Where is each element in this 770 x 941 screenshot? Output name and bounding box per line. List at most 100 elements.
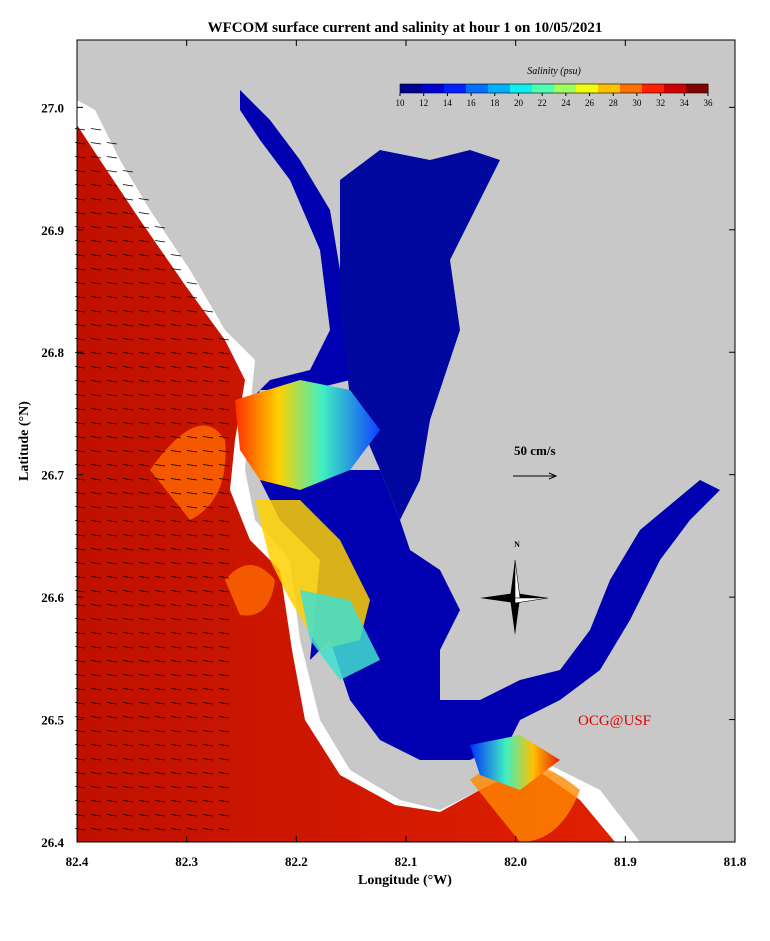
vector xyxy=(122,814,134,817)
vector xyxy=(154,674,166,677)
vector xyxy=(186,772,198,775)
vector xyxy=(90,660,102,663)
vector xyxy=(106,226,118,229)
vector xyxy=(122,646,134,649)
vector xyxy=(202,422,214,425)
vector xyxy=(138,422,150,425)
vector xyxy=(202,492,214,495)
vector xyxy=(170,814,182,817)
vector xyxy=(138,814,150,817)
vector xyxy=(170,562,182,565)
vector xyxy=(138,408,150,411)
vector xyxy=(122,800,134,803)
vector xyxy=(186,394,198,397)
vector xyxy=(170,828,182,831)
vector xyxy=(122,268,134,271)
vector xyxy=(154,394,166,397)
x-tick-label: 81.8 xyxy=(724,854,747,869)
vector xyxy=(122,506,134,509)
y-tick-label: 26.7 xyxy=(41,468,64,483)
vector xyxy=(186,310,198,313)
vector xyxy=(90,758,102,761)
vector xyxy=(90,632,102,635)
colorbar-swatch xyxy=(532,84,555,93)
vector xyxy=(138,716,150,719)
pass-salinity xyxy=(235,380,380,490)
vector xyxy=(122,338,134,341)
vector xyxy=(202,674,214,677)
vector xyxy=(138,744,150,747)
vector xyxy=(106,590,118,593)
vector xyxy=(186,492,198,495)
vector xyxy=(170,716,182,719)
colorbar-swatch xyxy=(400,84,423,93)
vector xyxy=(202,380,214,383)
vector xyxy=(186,282,198,285)
vector xyxy=(170,254,182,257)
vector xyxy=(122,618,134,621)
vector xyxy=(138,646,150,649)
vector xyxy=(170,646,182,649)
vector xyxy=(122,184,134,187)
vector xyxy=(122,324,134,327)
x-tick-label: 81.9 xyxy=(614,854,637,869)
vector xyxy=(106,324,118,327)
vector xyxy=(122,478,134,481)
vector xyxy=(138,800,150,803)
vector xyxy=(90,702,102,705)
vector xyxy=(154,828,166,831)
vector xyxy=(90,156,102,159)
vector xyxy=(122,632,134,635)
vector xyxy=(154,688,166,691)
vector xyxy=(106,408,118,411)
vector xyxy=(106,772,118,775)
vector xyxy=(154,646,166,649)
vector xyxy=(218,506,230,509)
vector xyxy=(186,520,198,523)
vector xyxy=(170,380,182,383)
vector xyxy=(202,534,214,537)
vector xyxy=(138,590,150,593)
vector xyxy=(154,548,166,551)
vector xyxy=(122,772,134,775)
vector xyxy=(186,716,198,719)
vector xyxy=(106,548,118,551)
vector xyxy=(218,450,230,453)
vector xyxy=(90,576,102,579)
vector xyxy=(122,198,134,201)
vector xyxy=(186,618,198,621)
vector xyxy=(170,520,182,523)
vector xyxy=(106,268,118,271)
vector xyxy=(106,506,118,509)
vector xyxy=(202,506,214,509)
vector xyxy=(186,478,198,481)
vector xyxy=(90,450,102,453)
vector xyxy=(186,800,198,803)
vector xyxy=(106,352,118,355)
vector xyxy=(170,618,182,621)
vector xyxy=(186,786,198,789)
vector xyxy=(122,492,134,495)
vector xyxy=(106,156,118,159)
vector xyxy=(186,408,198,411)
vector xyxy=(106,576,118,579)
vector xyxy=(138,324,150,327)
vector xyxy=(106,646,118,649)
vector xyxy=(90,170,102,173)
vector xyxy=(90,128,102,131)
vector xyxy=(138,772,150,775)
vector xyxy=(218,730,230,733)
vector xyxy=(106,492,118,495)
vector xyxy=(90,338,102,341)
vector xyxy=(122,744,134,747)
vector xyxy=(122,366,134,369)
vector xyxy=(122,352,134,355)
vector xyxy=(186,590,198,593)
vector xyxy=(90,828,102,831)
vector xyxy=(154,506,166,509)
vector xyxy=(106,604,118,607)
south-salinity xyxy=(470,735,560,790)
vector xyxy=(202,688,214,691)
x-tick-label: 82.1 xyxy=(395,854,418,869)
vector xyxy=(154,814,166,817)
